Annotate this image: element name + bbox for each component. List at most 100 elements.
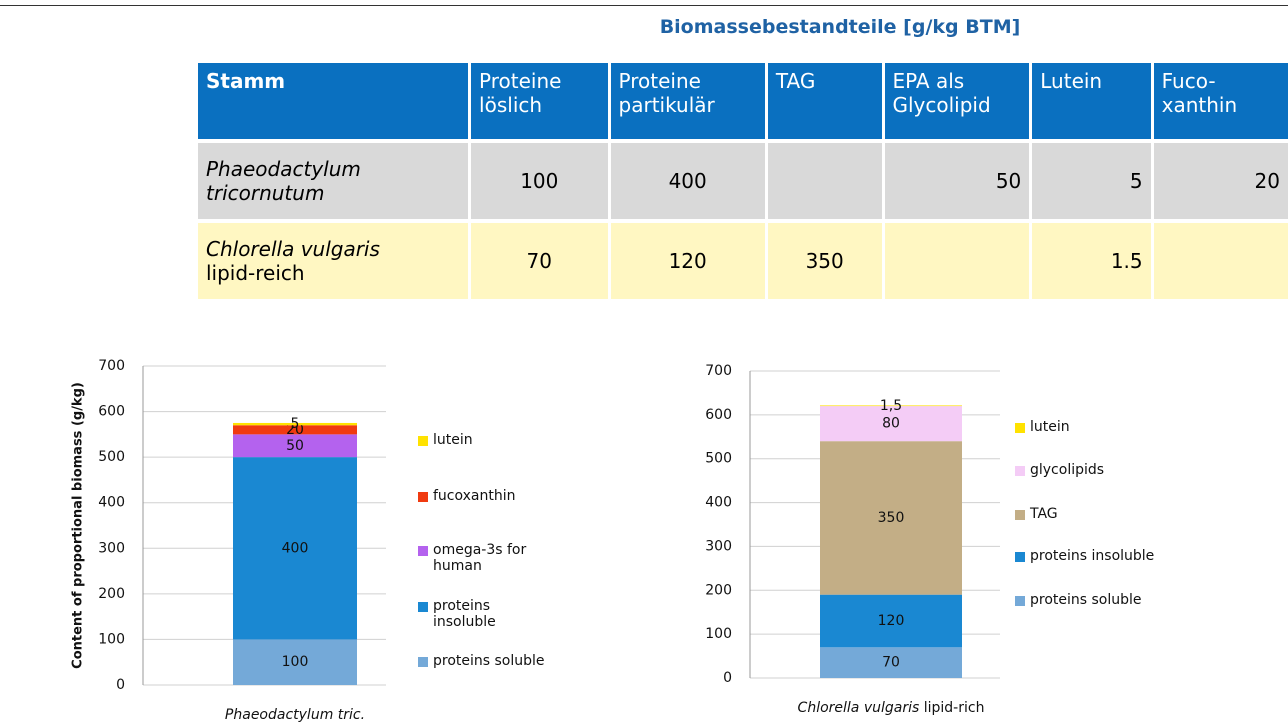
data-label: 20 xyxy=(286,422,304,438)
y-tick-label: 500 xyxy=(98,449,125,465)
table: Stamm Proteine löslich Proteine partikulär… xyxy=(195,59,1288,303)
y-tick-label: 600 xyxy=(98,404,125,420)
legend-label: lutein xyxy=(1030,419,1070,435)
table-cell xyxy=(767,143,882,219)
category-note: lipid-rich xyxy=(924,700,985,716)
table-cell: 50 xyxy=(884,143,1030,219)
data-label: 70 xyxy=(882,655,900,671)
y-tick-label: 600 xyxy=(705,407,732,423)
bar-segment xyxy=(820,406,962,442)
table-row: Phaeodactylum tricornutum 100 400 50 5 20 xyxy=(198,143,1288,219)
bar-segment xyxy=(233,639,357,685)
table-cell: 20 xyxy=(1153,143,1288,219)
y-tick-label: 400 xyxy=(705,495,732,511)
legend-entry: omega-3s for human xyxy=(418,542,588,574)
legend-entry: TAG xyxy=(1015,506,1185,522)
legend-swatch xyxy=(1015,596,1025,606)
bar-segment xyxy=(233,422,357,426)
legend-swatch xyxy=(418,492,428,502)
legend-label: fucoxanthin xyxy=(433,488,516,504)
row-label: Phaeodactylum tricornutum xyxy=(198,143,469,219)
legend-swatch xyxy=(418,602,428,612)
table-cell: 100 xyxy=(471,143,608,219)
table-cell: 1.5 xyxy=(1032,223,1151,299)
legend-swatch xyxy=(1015,423,1025,433)
legend-swatch xyxy=(418,657,428,667)
legend-entry: proteins soluble xyxy=(418,653,588,669)
legend-entry: proteins insoluble xyxy=(1015,548,1185,564)
bar-segment xyxy=(820,647,962,678)
y-tick-label: 100 xyxy=(705,626,732,642)
header-cell: Proteine partikulär xyxy=(610,63,765,139)
category-name: Chlorella vulgaris xyxy=(798,700,920,716)
rule xyxy=(0,5,1288,6)
y-tick-label: 700 xyxy=(98,358,125,374)
legend-label: lutein xyxy=(433,432,473,448)
legend-label: proteins insoluble xyxy=(433,598,496,630)
y-tick-label: 300 xyxy=(705,538,732,554)
species-name: Chlorella vulgaris xyxy=(206,237,380,261)
legend-entry: proteins soluble xyxy=(1015,592,1185,608)
y-tick-label: 300 xyxy=(98,540,125,556)
header-cell: Lutein xyxy=(1032,63,1151,139)
legend-label: TAG xyxy=(1030,506,1058,522)
header-cell: EPA als Glycolipid xyxy=(884,63,1030,139)
legend-swatch xyxy=(1015,552,1025,562)
header-cell: Proteine löslich xyxy=(471,63,608,139)
y-tick-label: 200 xyxy=(705,582,732,598)
header-cell: Fuco-xanthin xyxy=(1153,63,1288,139)
y-tick-label: 100 xyxy=(98,631,125,647)
y-tick-label: 700 xyxy=(705,363,732,379)
bar-segment xyxy=(820,594,962,648)
bar-segment xyxy=(233,434,357,458)
table-cell: 350 xyxy=(767,223,882,299)
bar-segment xyxy=(820,441,962,595)
table-cell: 400 xyxy=(610,143,765,219)
data-label: 120 xyxy=(878,613,905,629)
table-title: Biomassebestandteile [g/kg BTM] xyxy=(659,16,1021,38)
legend-entry: lutein xyxy=(1015,419,1185,435)
table-row: Chlorella vulgaris lipid-reich 70 120 350 1.5 xyxy=(198,223,1288,299)
data-label: 400 xyxy=(282,540,309,556)
legend-label: omega-3s for human xyxy=(433,542,527,574)
table-cell xyxy=(884,223,1030,299)
legend-label: proteins soluble xyxy=(1030,592,1142,608)
y-tick-label: 0 xyxy=(723,670,732,686)
x-tick-label: Phaeodactylum tric. xyxy=(225,707,365,723)
y-tick-label: 400 xyxy=(98,495,125,511)
table-cell: 120 xyxy=(610,223,765,299)
header-cell: Stamm xyxy=(198,63,469,139)
table-cell xyxy=(1153,223,1288,299)
y-tick-label: 500 xyxy=(705,451,732,467)
row-label: Chlorella vulgaris lipid-reich xyxy=(198,223,469,299)
legend-entry: lutein xyxy=(418,432,588,448)
x-tick-label: Chlorella vulgaris lipid-rich xyxy=(798,700,985,716)
legend-swatch xyxy=(1015,510,1025,520)
y-tick-label: 0 xyxy=(116,677,125,693)
table-cell: 5 xyxy=(1032,143,1151,219)
data-label: 5 xyxy=(291,416,300,432)
legend-entry: glycolipids xyxy=(1015,462,1185,478)
category-name: Phaeodactylum tric. xyxy=(225,707,365,723)
data-label: 80 xyxy=(882,416,900,432)
legend-entry: proteins insoluble xyxy=(418,598,588,630)
data-label: 350 xyxy=(878,510,905,526)
legend-swatch xyxy=(1015,466,1025,476)
legend-label: proteins insoluble xyxy=(1030,548,1155,564)
y-tick-label: 200 xyxy=(98,586,125,602)
y-axis-label: Content of proportional biomass (g/kg) xyxy=(71,382,86,669)
legend-swatch xyxy=(418,546,428,556)
legend-label: glycolipids xyxy=(1030,462,1105,478)
data-label: 1,5 xyxy=(880,398,902,414)
legend-entry: fucoxanthin xyxy=(418,488,588,504)
bar-segment xyxy=(820,405,962,407)
species-note: lipid-reich xyxy=(206,261,305,285)
bar-segment xyxy=(233,425,357,435)
data-label: 100 xyxy=(282,654,309,670)
data-label: 50 xyxy=(286,438,304,454)
legend-swatch xyxy=(418,436,428,446)
bar-segment xyxy=(233,457,357,640)
table-cell: 70 xyxy=(471,223,608,299)
